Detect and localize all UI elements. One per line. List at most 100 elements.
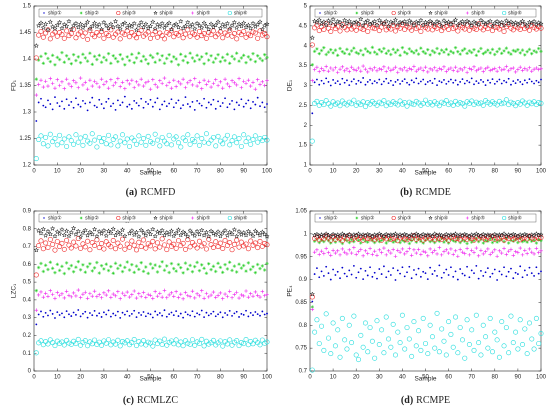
point [538,20,544,27]
point [171,241,177,247]
y-tick-label: 0.85 [295,300,307,306]
point [241,79,246,84]
point [88,78,92,82]
point [490,240,495,245]
x-axis-label: Sample [139,376,161,383]
point [124,241,130,247]
point [103,340,109,346]
x-tick-label: 50 [147,169,154,175]
point [101,227,107,233]
point [137,83,141,87]
point [46,56,50,61]
legend-label: ship③ [398,216,412,222]
point [389,68,393,73]
point [346,79,348,82]
point [239,56,244,60]
point [99,28,105,34]
point [389,274,392,276]
point [442,65,446,69]
point [161,232,168,238]
point [341,77,344,80]
point [392,28,398,34]
point [340,241,345,246]
point [57,132,63,138]
point [70,225,77,231]
point [226,106,229,109]
point [125,78,129,83]
point [400,238,405,242]
point [219,105,222,108]
point [389,251,393,255]
x-tick-label: 90 [515,169,522,175]
point [134,247,140,253]
point [494,235,500,241]
point [122,140,128,146]
point [431,273,434,275]
point [187,227,193,234]
point [349,101,355,107]
point [468,81,471,84]
point [382,46,386,51]
point [420,315,426,321]
point [332,101,338,107]
point [516,250,520,255]
point [60,50,64,55]
point [67,293,71,298]
point [334,82,337,85]
point [241,28,247,34]
point [508,18,514,25]
point [103,107,105,110]
point [251,80,255,85]
point [101,19,107,25]
point [38,338,44,344]
point [478,17,484,23]
point [456,254,460,259]
point [386,248,391,253]
point [457,237,463,243]
point [360,26,366,32]
point [38,20,44,26]
point [159,227,165,233]
point [175,310,178,312]
point [322,251,326,256]
legend-label: ship① [48,11,62,17]
point [445,18,452,25]
point [518,51,522,55]
point [511,66,516,70]
point [193,264,197,269]
point [222,136,228,142]
point [78,268,83,272]
point [503,79,505,82]
point [47,18,54,25]
point [419,66,423,70]
point [314,98,320,104]
point [152,25,158,32]
point [182,104,185,107]
point [143,232,149,238]
point [409,67,414,72]
point [392,352,398,358]
point [309,294,315,300]
point [391,47,395,52]
point [360,99,366,105]
legend-marker [319,12,321,14]
point [432,248,437,253]
point [165,295,169,300]
point [140,24,147,30]
point [196,99,199,102]
point [346,275,348,278]
point [193,59,197,63]
point [84,310,87,313]
point [361,53,365,57]
point [150,32,156,38]
point [90,269,94,273]
point [214,56,218,61]
x-tick-label: 70 [468,169,475,175]
x-tick-label: 70 [194,375,201,381]
point [173,21,179,27]
point [443,352,449,358]
point [438,22,445,29]
point [149,98,152,101]
point [101,246,107,252]
point [461,78,464,81]
